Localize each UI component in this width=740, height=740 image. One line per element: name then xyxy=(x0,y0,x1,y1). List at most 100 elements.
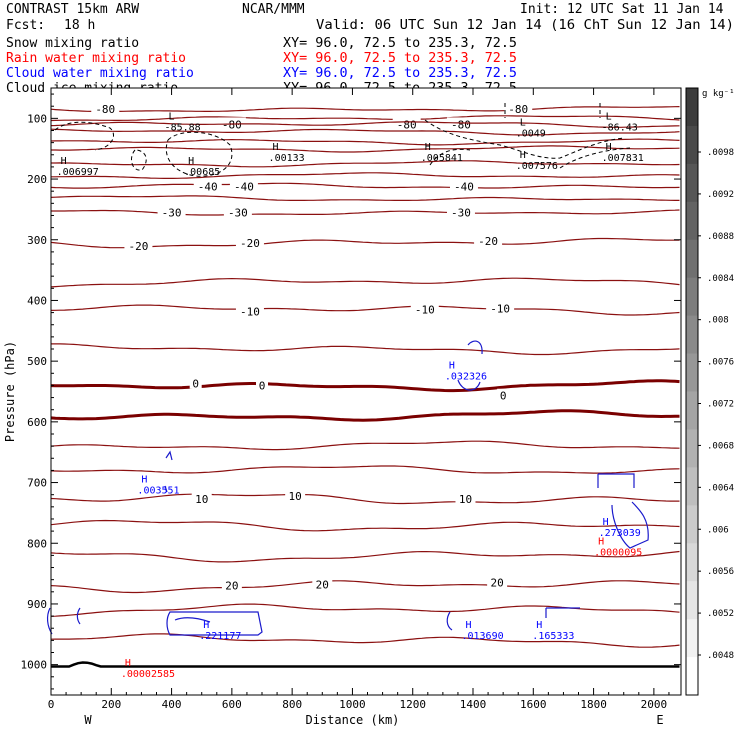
colorbar-swatch xyxy=(686,277,698,317)
isotherm-label-mask xyxy=(124,238,153,251)
isotherm-label-mask xyxy=(256,378,269,391)
isotherm-label-mask xyxy=(446,205,475,218)
extremum-value: .013690 xyxy=(461,631,503,642)
forecast-hour: 18 h xyxy=(64,18,95,33)
extremum-value: .165333 xyxy=(532,631,574,642)
isotherm-label-mask xyxy=(157,205,186,218)
colorbar-swatch xyxy=(686,543,698,582)
x-tick-label: 200 xyxy=(101,698,121,711)
model-title: CONTRAST 15km ARW xyxy=(6,2,139,17)
colorbar-swatch xyxy=(686,88,698,127)
isotherm-label: -80 xyxy=(397,118,417,131)
init-time: Init: 12 UTC Sat 11 Jan 14 xyxy=(520,2,724,17)
extremum-h-marker: H xyxy=(606,142,612,153)
isotherm-label: -80 xyxy=(508,103,528,116)
x-tick-label: 1000 xyxy=(339,698,366,711)
extremum-l-marker: L xyxy=(520,118,526,129)
isotherm-label-mask xyxy=(223,205,252,218)
colorbar-tick-label: .0056 xyxy=(707,567,734,577)
field-xy-range: XY= 96.0, 72.5 to 235.3, 72.5 xyxy=(283,66,517,81)
colorbar-swatch xyxy=(686,163,698,203)
isotherm-label: -30 xyxy=(451,206,471,219)
east-label: E xyxy=(656,713,663,727)
terrain-surface xyxy=(51,661,680,668)
extremum-h-marker: H xyxy=(203,620,209,631)
snow-contour xyxy=(131,149,147,171)
isotherm-m10 xyxy=(50,304,680,316)
isotherm-label: -80 xyxy=(451,118,471,131)
isotherm-label: 10 xyxy=(289,490,302,503)
isotherm-label-mask xyxy=(91,102,120,115)
isotherm-label: 10 xyxy=(459,493,472,506)
colorbar-swatch xyxy=(686,315,698,355)
snow-contour xyxy=(559,147,631,169)
isotherm-label-mask xyxy=(189,376,202,389)
extremum-value: .032326 xyxy=(445,371,487,382)
extremum-h-marker: H xyxy=(536,620,542,631)
isotherm-label: -10 xyxy=(415,304,435,317)
extremum-value: -86.43 xyxy=(602,123,638,134)
isotherm-m80 xyxy=(50,115,680,122)
extremum-h-marker: H xyxy=(61,156,67,167)
colorbar-frame xyxy=(685,87,699,696)
isotherm-label: -40 xyxy=(454,180,474,193)
cloud-water-contour xyxy=(174,617,211,623)
isotherm-label: 0 xyxy=(259,379,266,392)
isotherm-label: -80 xyxy=(222,118,242,131)
isotherm-label-mask xyxy=(235,304,264,317)
colorbar-tick-label: .006 xyxy=(707,525,729,535)
extremum-h-marker: H xyxy=(449,360,455,371)
cloud-water-contour xyxy=(467,340,483,355)
colorbar-swatch xyxy=(686,467,698,506)
colorbar-swatch xyxy=(686,201,698,241)
isotherm-label-mask xyxy=(486,301,515,314)
x-tick-label: 1400 xyxy=(460,698,487,711)
isotherm-label: -80 xyxy=(95,103,115,116)
extremum-h-marker: H xyxy=(603,517,609,528)
isotherm-m50 xyxy=(51,172,680,179)
isotherm-label: 0 xyxy=(192,378,199,391)
y-tick-label: 1000 xyxy=(21,659,48,672)
isotherm-m50 xyxy=(51,160,680,168)
x-tick-label: 400 xyxy=(162,698,182,711)
isotherm-label-mask xyxy=(221,578,242,591)
isotherm-label: -40 xyxy=(198,180,218,193)
colorbar-tick-label: .0064 xyxy=(707,483,734,493)
y-axis-title: Pressure (hPa) xyxy=(3,341,17,442)
isotherm-0 xyxy=(50,379,680,393)
colorbar-tick-label: .0068 xyxy=(707,441,734,451)
x-tick-label: 1200 xyxy=(399,698,426,711)
x-tick-label: 800 xyxy=(282,698,302,711)
isotherm-m10 xyxy=(51,343,680,356)
isotherm-label: -20 xyxy=(240,237,260,250)
extremum-value: .007831 xyxy=(602,153,644,164)
colorbar-tick-label: .008 xyxy=(707,316,729,326)
isotherm-label-mask xyxy=(312,577,333,590)
isotherm-label: -30 xyxy=(162,206,182,219)
extremum-h-marker: H xyxy=(598,536,604,547)
colorbar-swatch xyxy=(686,239,698,279)
isotherm-label-mask xyxy=(410,302,439,315)
west-label: W xyxy=(84,713,92,727)
isotherm-label-mask xyxy=(193,179,222,192)
valid-time: Valid: 06 UTC Sun 12 Jan 14 (16 ChT Sun … xyxy=(316,18,734,33)
y-tick-label: 100 xyxy=(27,112,47,125)
field-xy-range: XY= 96.0, 72.5 to 235.3, 72.5 xyxy=(283,36,517,51)
snow-contour xyxy=(504,103,601,118)
x-tick-label: 2000 xyxy=(641,698,668,711)
extremum-h-marker: H xyxy=(465,620,471,631)
extremum-value: .00685 xyxy=(184,167,220,178)
isotherm-label-mask xyxy=(487,575,508,588)
snow-contour xyxy=(424,119,626,159)
cloud-water-contour xyxy=(446,611,453,631)
y-tick-label: 600 xyxy=(27,416,47,429)
extremum-value: .006997 xyxy=(57,167,99,178)
colorbar-tick-label: .0092 xyxy=(707,190,734,200)
x-axis-title: Distance (km) xyxy=(305,713,399,727)
colorbar-tick-label: .0052 xyxy=(707,609,734,619)
isotherm-label-mask xyxy=(449,179,478,192)
extremum-value: .273039 xyxy=(599,528,641,539)
extremum-value: .005841 xyxy=(421,153,463,164)
